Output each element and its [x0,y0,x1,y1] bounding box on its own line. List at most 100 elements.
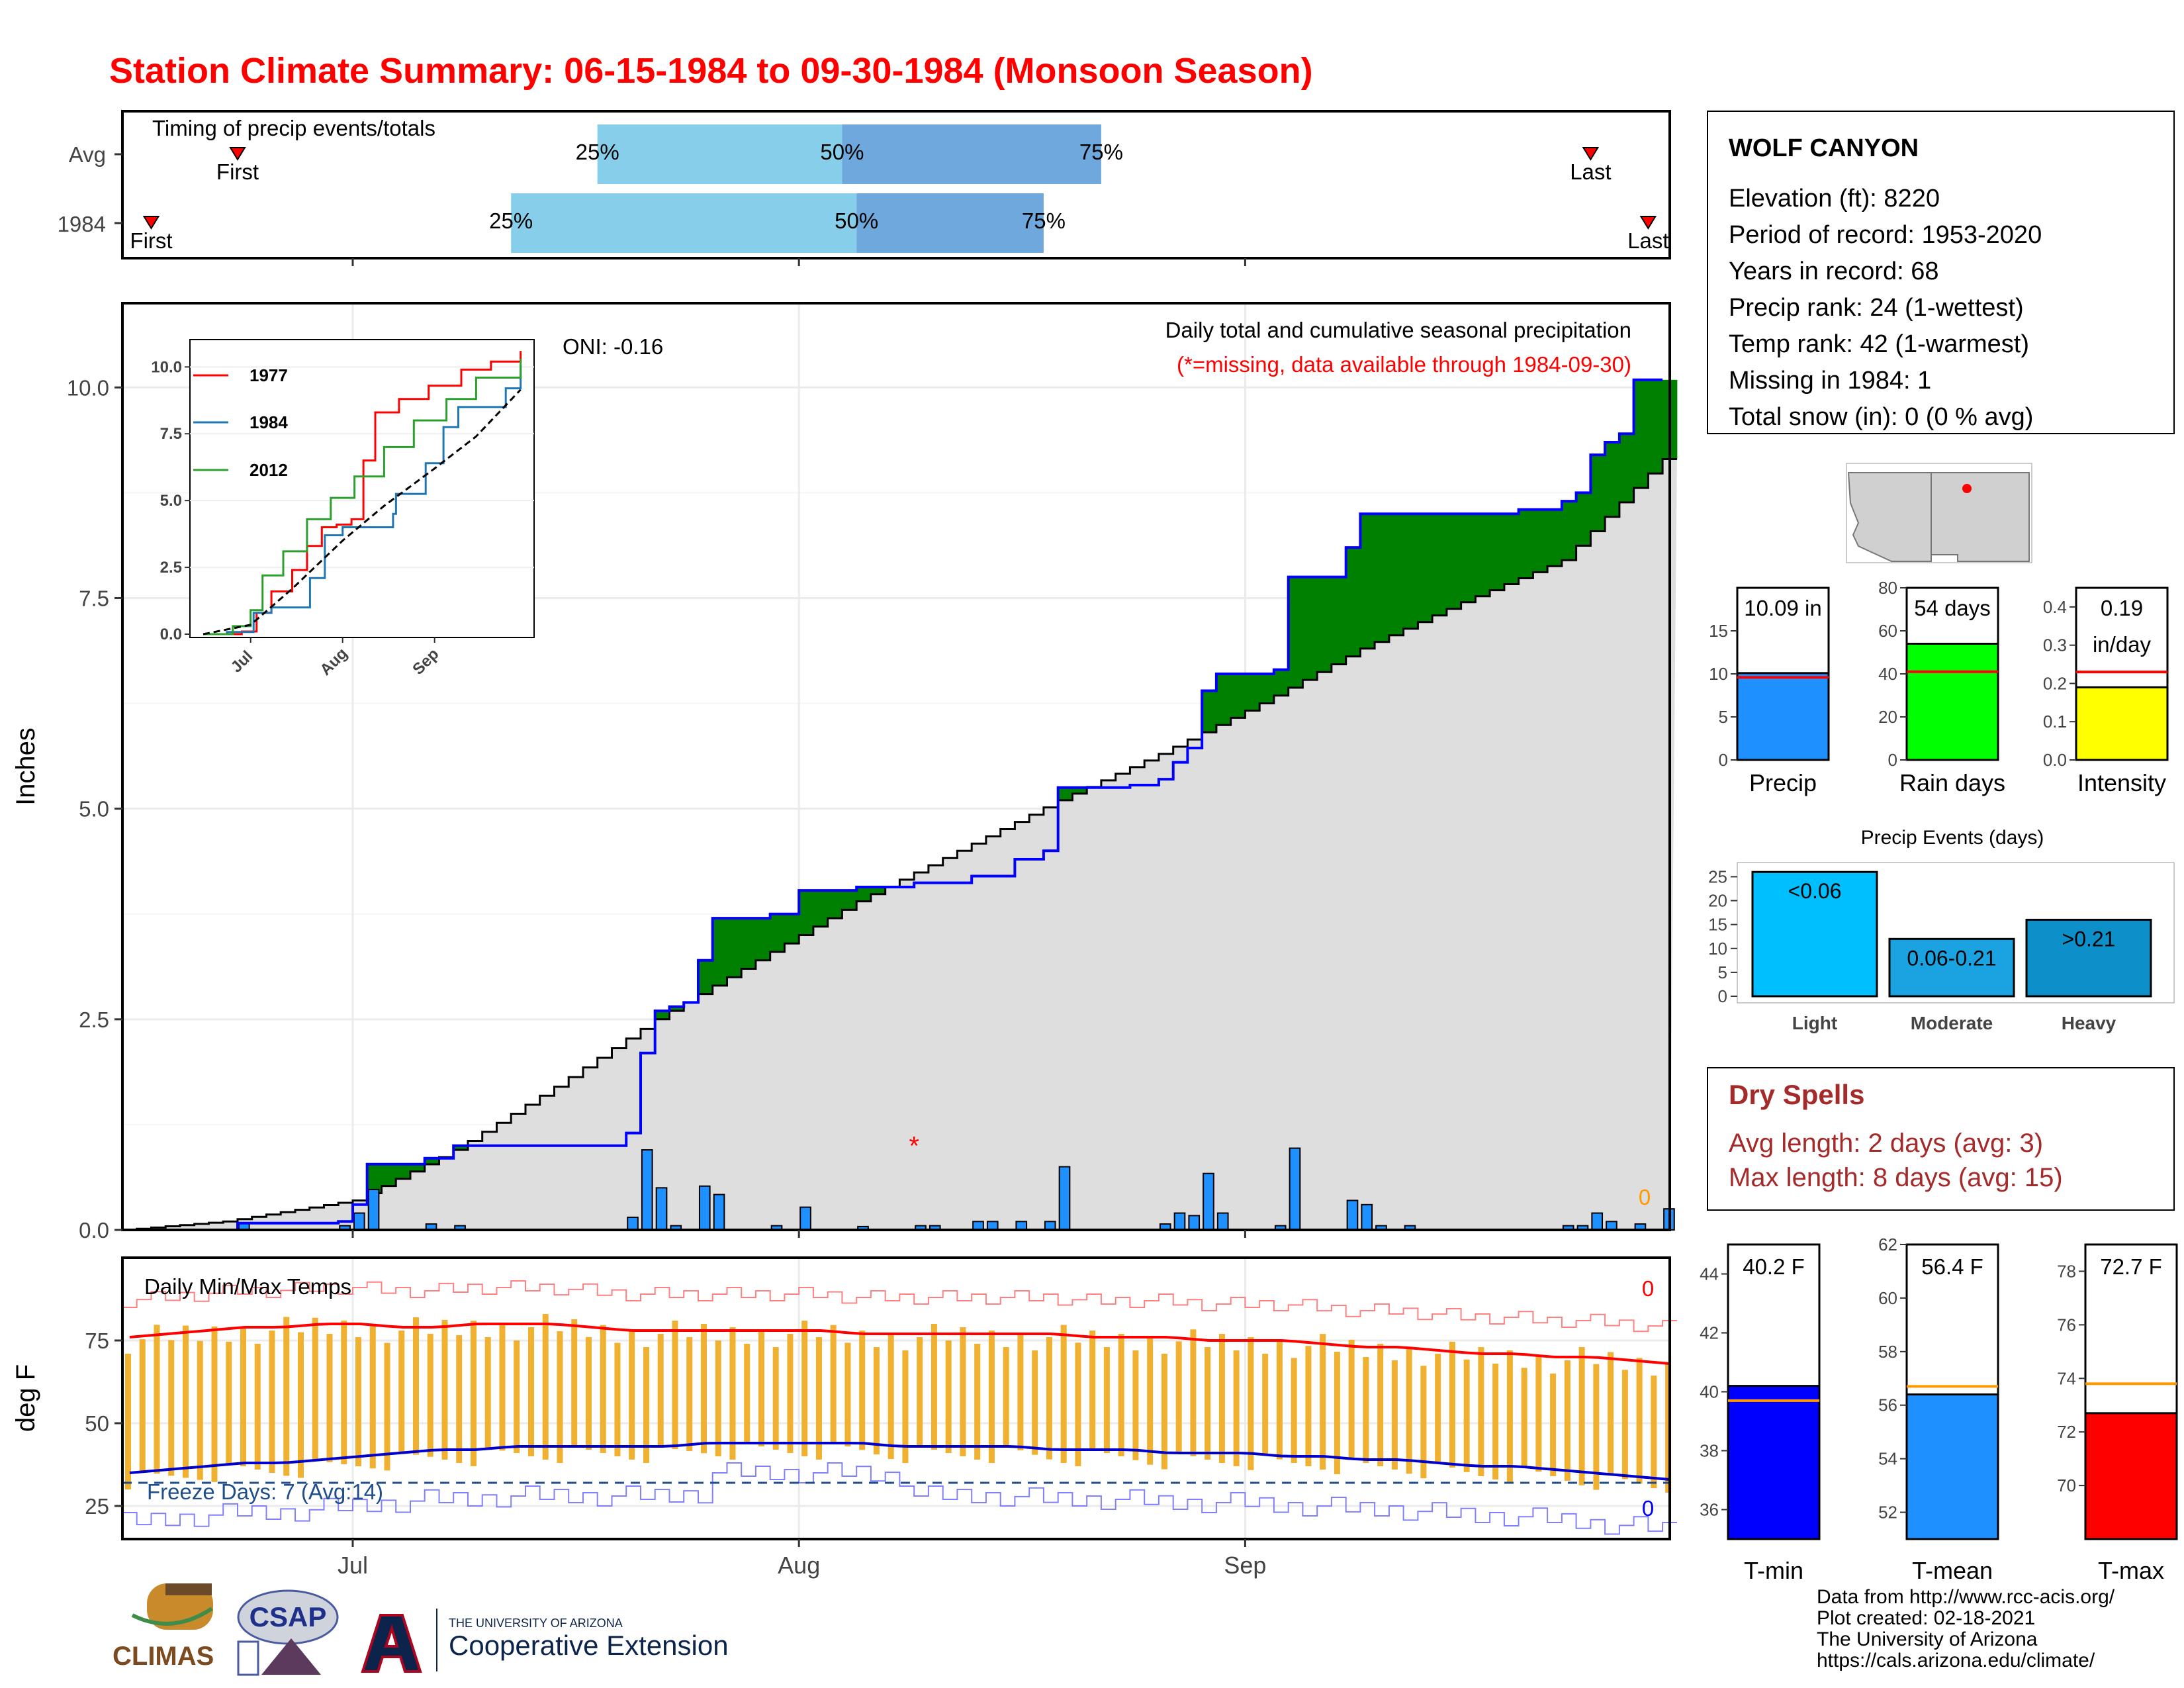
above-average-fill [1432,514,1447,616]
freeze-days-label: Freeze Days: 7 (Avg:14) [147,1479,383,1504]
daily-temp-bar [1262,1354,1269,1455]
above-average-fill [1547,509,1563,567]
timing-p25-label: 25% [576,140,619,164]
daily-temp-bar [1636,1358,1643,1484]
above-average-fill [1475,514,1490,596]
temp-summary-tick-label: 76 [2057,1315,2076,1335]
temp-bar-tmax-label: T-max [2098,1557,2164,1584]
daily-temp-bar [1492,1364,1499,1479]
daily-temp-bar [643,1347,649,1463]
above-average-fill [1331,577,1347,665]
daily-temp-bar [355,1337,361,1467]
daily-temp-bar [744,1344,751,1443]
station-line-period: Period of record: 1953-2020 [1729,221,2042,249]
daily-temp-bar [197,1340,203,1480]
inset-legend-label-1984: 1984 [250,412,288,432]
above-average-fill [770,914,785,952]
daily-temp-bar [772,1347,779,1450]
temp-summary-tick-label: 36 [1700,1500,1719,1520]
daily-precip-bar [641,1149,653,1231]
temp-summary-bar [1905,1393,1999,1540]
daily-precip-bar [1289,1147,1301,1231]
new-mexico-shape [1931,472,2030,562]
footer-line-url: https://cals.arizona.edu/climate/ [1817,1650,2095,1671]
summary-bars: Precip Rain days Intensity 10.09 in 0 5 10 1… [1709,578,2169,796]
summary-bar-value-label: 54 days [1914,596,1991,620]
above-average-fill [1605,442,1620,517]
temp-summary-tick-label: 74 [2057,1368,2076,1388]
above-average-fill [1202,690,1217,733]
temp-chart-label: Daily Min/Max Temps [144,1274,351,1299]
above-average-fill [1576,492,1591,546]
daily-temp-bar [1132,1350,1139,1460]
timing-row-1984-label: 1984 [58,212,106,236]
daily-temp-bar [1161,1354,1167,1470]
daily-precip-bar [655,1187,668,1231]
summary-bar-tick-label: 0.0 [2043,750,2067,770]
inset-y-tick-label: 5.0 [160,492,182,510]
daily-temp-bar [182,1325,189,1478]
above-average-fill [1072,787,1087,794]
avg-min-temp-line [129,1442,1670,1481]
daily-temp-bar [369,1325,376,1469]
inset-frame [189,339,535,638]
inset-plot [203,351,522,635]
inset-y-tick-label: 0.0 [160,626,182,643]
timing-p25-label: 25% [489,209,533,233]
station-line-temp-rank: Temp rank: 42 (1-warmest) [1729,330,2029,358]
daily-temp-bar [326,1334,333,1462]
daily-temp-bar [1420,1366,1427,1479]
ua-logo: THE UNIVERSITY OF ARIZONA Cooperative Ex… [361,1609,729,1673]
daily-temp-bar [297,1332,304,1478]
above-average-fill [1648,379,1663,474]
daily-temp-bar [686,1337,693,1452]
dry-spells-box: Dry Spells Avg length: 2 days (avg: 3) M… [1707,1067,2175,1211]
daily-temp-bar [441,1319,448,1460]
csap-logo-text: CSAP [250,1601,327,1632]
above-average-fill [1633,379,1649,489]
daily-temp-bar [398,1331,405,1453]
daily-temp-bar [715,1340,721,1456]
above-average-fill [1216,674,1232,726]
temp-bottom-count: 0 [1642,1496,1654,1521]
dry-spells-frame [1707,1067,2175,1211]
temp-bar-tmin-label: T-min [1744,1557,1803,1584]
above-average-fill [1561,501,1577,561]
temp-summary-value-label: 40.2 F [1743,1254,1805,1279]
daily-precip-bar [367,1188,380,1231]
summary-bar-value [1736,672,1830,761]
daily-temp-bar [815,1337,822,1460]
summary-raindays-label: Rain days [1899,769,2005,796]
dry-spells-title: Dry Spells [1729,1079,1864,1110]
timing-iqr-high-Avg [842,124,1101,184]
climas-logo: CLIMAS [113,1583,214,1671]
missing-day-marker: * [909,1131,919,1160]
ua-logo-small-text: THE UNIVERSITY OF ARIZONA [449,1617,623,1630]
above-average-fill [1533,509,1548,573]
daily-precip-bar [698,1185,711,1231]
daily-precip-bar [1216,1212,1229,1231]
daily-temp-bar [542,1314,549,1460]
daily-temp-bar [125,1354,131,1489]
daily-temp-bar [254,1344,261,1470]
daily-temp-bar [1406,1348,1412,1474]
daily-temp-bar [844,1342,851,1446]
summary-bar-tick-label: 0.1 [2043,712,2067,731]
daily-temp-bar [571,1319,578,1446]
inset-y-tick-label: 7.5 [160,425,182,443]
daily-temp-bar [412,1317,419,1455]
above-average-fill [1619,434,1635,502]
summary-bar-tick-label: 0 [1888,750,1897,770]
daily-precip-bar [713,1194,725,1231]
precip-y-tick-label: 7.5 [79,586,109,610]
daily-temp-bar [1060,1325,1067,1463]
above-average-fill [755,918,771,961]
daily-temp-bar [1651,1376,1657,1489]
daily-temp-bar [1608,1352,1614,1475]
above-average-fill [410,1164,426,1172]
footer-line-data: Data from http://www.rcc-acis.org/ [1817,1586,2115,1608]
temp-summary-tick-label: 60 [1878,1288,1897,1308]
precip-missing-note: (*=missing, data available through 1984-… [1177,352,1631,377]
